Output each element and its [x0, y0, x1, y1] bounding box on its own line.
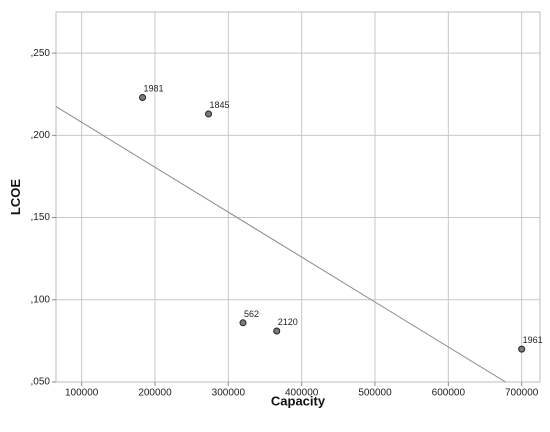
x-tick-label: 500000 — [358, 387, 392, 398]
x-tick-label: 700000 — [505, 387, 539, 398]
y-tick-label: ,150 — [31, 212, 51, 223]
x-tick-label: 200000 — [138, 387, 172, 398]
x-tick-label: 300000 — [212, 387, 246, 398]
x-tick-label: 100000 — [65, 387, 99, 398]
data-point-label: 1961 — [523, 335, 543, 345]
data-point-label: 1981 — [144, 84, 164, 94]
data-point — [518, 345, 526, 353]
y-axis-title: LCOE — [8, 179, 23, 215]
grid-layer — [56, 12, 540, 383]
data-point-label: 2120 — [278, 317, 298, 327]
data-point — [273, 327, 281, 335]
y-tick-label: ,050 — [31, 377, 51, 388]
plot-frame — [55, 11, 541, 383]
axis-layer: 100000 200000 300000 400000 500000 600000 7000… — [31, 48, 539, 399]
data-point — [239, 319, 247, 327]
fit-line — [55, 106, 506, 383]
y-tick-label: ,200 — [31, 130, 51, 141]
y-tick-label: ,100 — [31, 294, 51, 305]
x-axis-title: Capacity — [271, 394, 326, 409]
x-tick-label: 600000 — [432, 387, 466, 398]
points-layer: 1981 1845 562 2120 1961 — [139, 84, 543, 353]
data-point-label: 562 — [244, 309, 259, 319]
x-tick-label: 400000 — [285, 387, 319, 398]
y-tick-label: ,250 — [31, 48, 51, 59]
fit-layer — [55, 106, 506, 383]
data-point — [205, 110, 213, 118]
data-point-label: 1845 — [210, 100, 230, 110]
data-point — [139, 94, 147, 102]
